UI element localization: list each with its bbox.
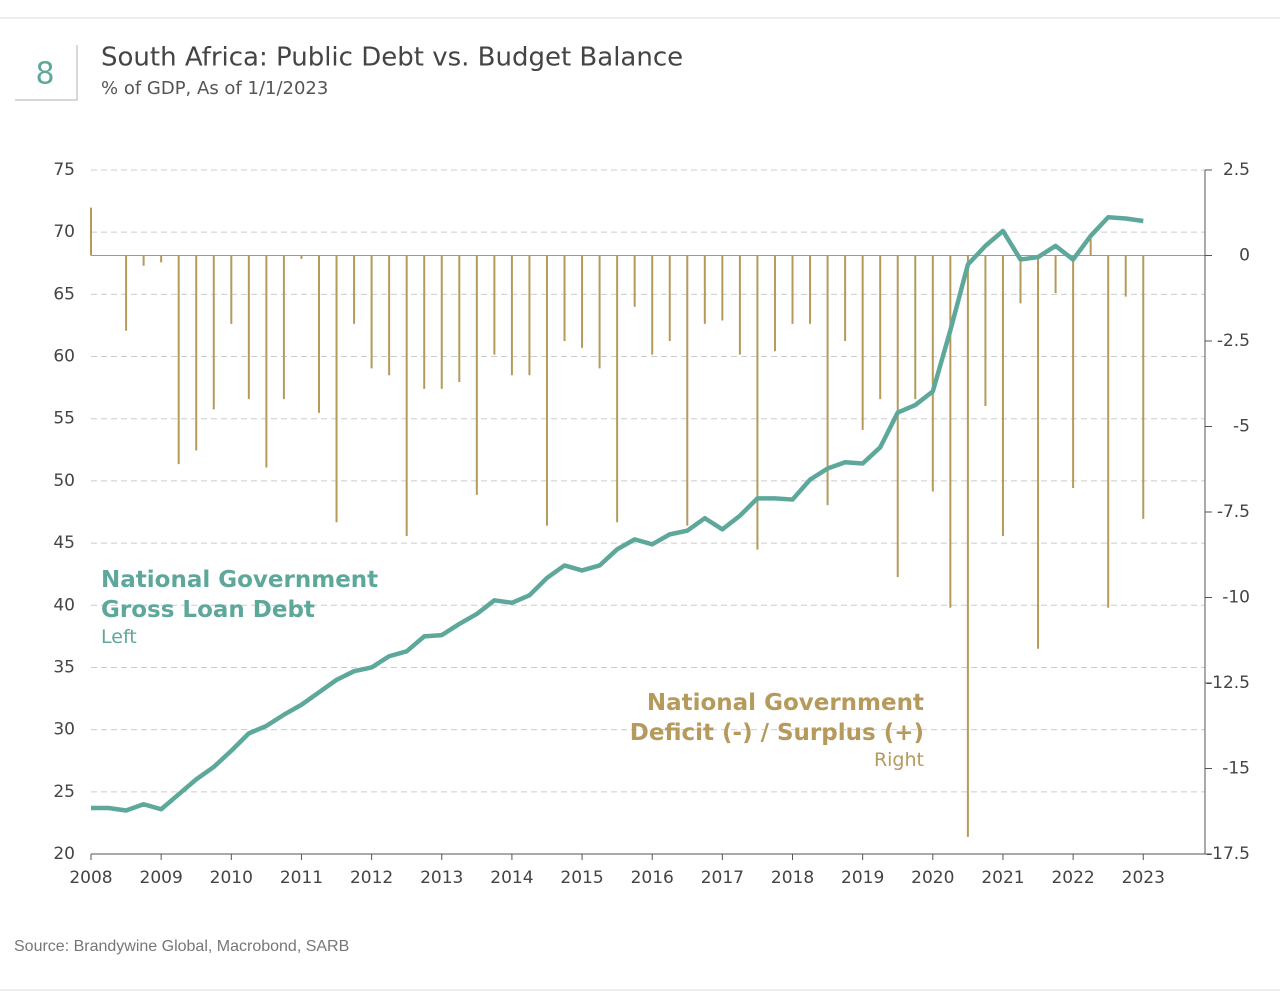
y-tick-label: 65 (53, 284, 75, 304)
x-tick-label: 2020 (911, 868, 954, 888)
source: Source: Brandywine Global, Macrobond, SA… (14, 938, 349, 955)
y2-tick-label: 2.5 (1223, 160, 1250, 180)
y-tick-label: 20 (53, 844, 75, 864)
y2-tick-label: -2.5 (1217, 331, 1250, 351)
x-tick-label: 2013 (420, 868, 463, 888)
axis-side: Right (873, 749, 924, 771)
y-tick-label: 35 (53, 657, 75, 677)
y-tick-label: 30 (53, 720, 75, 740)
x-tick-label: 2018 (771, 868, 814, 888)
x-tick-label: 2022 (1051, 868, 1094, 888)
x-tick-label: 2017 (701, 868, 744, 888)
chart-number: 8 (35, 57, 54, 92)
x-tick-label: 2008 (69, 868, 112, 888)
y2-tick-label: -5 (1233, 417, 1250, 437)
y-tick-label: 75 (53, 160, 75, 180)
line-label: National Government Gross Loan Debt Left (101, 565, 391, 649)
number-box (15, 45, 78, 101)
x-tick-label: 2010 (210, 868, 253, 888)
y2-tick-label: -15 (1222, 759, 1250, 779)
series-name: National Government Gross Loan Debt (101, 567, 379, 623)
bar-label: National Government Deficit (-) / Surplu… (604, 688, 924, 772)
x-tick-label: 2014 (490, 868, 533, 888)
axis-side: Left (101, 626, 137, 648)
x-tick-label: 2021 (981, 868, 1024, 888)
y2-tick-label: -10 (1222, 588, 1250, 608)
y-tick-label: 25 (53, 782, 75, 802)
y2-tick-label: -17.5 (1206, 844, 1250, 864)
x-tick-label: 2011 (280, 868, 323, 888)
y2-tick-label: -7.5 (1217, 502, 1250, 522)
y2-tick-label: -12.5 (1206, 673, 1250, 693)
x-tick-label: 2023 (1122, 868, 1165, 888)
y-tick-label: 60 (53, 347, 75, 367)
y-tick-label: 40 (53, 595, 75, 615)
x-tick-label: 2015 (560, 868, 603, 888)
chart-title: South Africa: Public Debt vs. Budget Bal… (101, 43, 683, 73)
x-tick-label: 2012 (350, 868, 393, 888)
y-tick-label: 45 (53, 533, 75, 553)
series-name: National Government Deficit (-) / Surplu… (629, 690, 924, 746)
y-tick-label: 50 (53, 471, 75, 491)
y2-tick-label: 0 (1239, 246, 1250, 266)
chart-subtitle: % of GDP, As of 1/1/2023 (101, 78, 328, 99)
y-tick-label: 55 (53, 409, 75, 429)
x-tick-label: 2016 (631, 868, 674, 888)
y-tick-label: 70 (53, 222, 75, 242)
x-tick-label: 2019 (841, 868, 884, 888)
x-tick-label: 2009 (140, 868, 183, 888)
line (91, 215, 1144, 813)
